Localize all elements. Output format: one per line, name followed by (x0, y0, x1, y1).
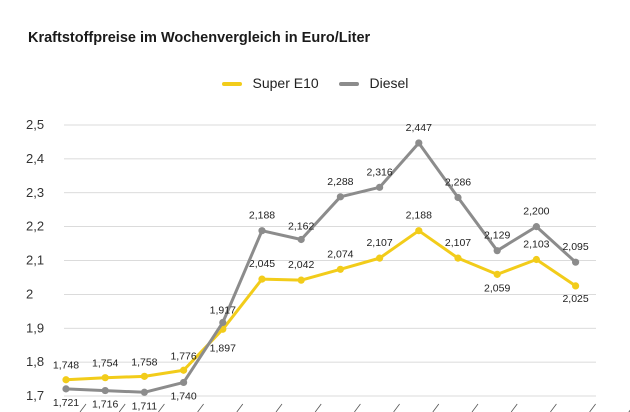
data-label-super-e10: 2,188 (406, 210, 432, 222)
data-point-diesel (532, 223, 541, 231)
data-point-super-e10 (336, 265, 344, 273)
legend-swatch-diesel (338, 82, 359, 87)
data-label-diesel: 2,188 (249, 210, 275, 222)
data-point-diesel (297, 235, 305, 244)
data-point-super-e10 (258, 275, 266, 283)
data-label-super-e10: 1,754 (92, 358, 118, 370)
x-tick-mark (79, 403, 87, 412)
x-tick-mark (314, 403, 322, 412)
y-tick-label: 2,5 (26, 117, 44, 132)
data-label-diesel: 1,716 (92, 399, 118, 411)
x-tick-mark (158, 403, 165, 412)
data-label-super-e10: 2,107 (445, 237, 471, 249)
data-label-diesel: 1,721 (53, 397, 79, 409)
data-label-super-e10: 2,042 (288, 259, 314, 271)
data-label-diesel: 2,288 (327, 176, 353, 188)
legend-label-super-e10: Super E10 (252, 75, 319, 91)
data-point-super-e10 (493, 270, 501, 278)
data-point-diesel (454, 193, 462, 202)
x-tick-mark (354, 403, 361, 412)
x-tick-mark (471, 403, 479, 412)
x-tick-mark (118, 403, 126, 412)
data-label-diesel: 2,316 (366, 166, 392, 178)
data-point-super-e10 (62, 376, 70, 384)
legend-item-super-e10: Super E10 (221, 75, 319, 91)
data-label-super-e10: 2,074 (327, 248, 353, 260)
data-label-super-e10: 2,025 (562, 293, 588, 305)
data-label-super-e10: 1,776 (170, 350, 196, 362)
data-point-super-e10 (532, 255, 541, 264)
data-point-super-e10 (454, 254, 462, 262)
legend-label-diesel: Diesel (369, 75, 409, 91)
y-tick-label: 1,7 (26, 388, 44, 403)
x-tick-mark (550, 403, 557, 412)
data-point-super-e10 (180, 366, 188, 374)
data-point-super-e10 (376, 254, 384, 262)
data-point-diesel (493, 247, 501, 255)
y-tick-label: 1,9 (26, 320, 44, 335)
chart-title: Kraftstoffpreise im Wochenvergleich in E… (28, 30, 371, 46)
x-tick-mark (432, 403, 440, 412)
data-label-diesel: 2,200 (523, 206, 549, 218)
data-label-super-e10: 1,897 (210, 342, 236, 354)
data-point-diesel (415, 139, 423, 147)
series-line-diesel (65, 141, 577, 394)
legend: Super E10 Diesel (0, 75, 630, 91)
data-point-diesel (376, 183, 384, 191)
y-tick-label: 2,2 (26, 219, 44, 234)
x-tick-mark (589, 403, 596, 412)
data-point-super-e10 (572, 282, 580, 290)
x-tick-mark (197, 403, 204, 412)
y-tick-label: 1,8 (26, 354, 44, 369)
data-point-diesel (572, 258, 580, 266)
x-tick-mark (236, 403, 244, 412)
data-label-super-e10: 2,045 (249, 258, 275, 270)
data-point-diesel (258, 227, 266, 235)
x-tick-mark (393, 403, 400, 412)
data-point-diesel (62, 385, 70, 393)
data-label-diesel: 1,740 (170, 390, 196, 402)
data-point-diesel (140, 388, 148, 396)
data-label-diesel: 2,095 (562, 241, 588, 253)
data-point-diesel (101, 386, 109, 395)
data-point-super-e10 (297, 276, 305, 284)
data-label-super-e10: 1,748 (53, 360, 79, 372)
legend-swatch-super-e10 (221, 82, 242, 87)
data-label-diesel: 1,917 (210, 304, 236, 316)
data-label-super-e10: 2,059 (484, 282, 510, 294)
x-tick-mark (275, 403, 283, 412)
data-point-super-e10 (101, 374, 109, 382)
y-tick-label: 2 (26, 286, 33, 301)
data-label-diesel: 2,162 (288, 220, 314, 232)
data-label-diesel: 2,286 (445, 176, 471, 188)
data-label-diesel: 2,129 (484, 230, 510, 242)
data-point-diesel (336, 193, 344, 201)
data-label-diesel: 2,447 (406, 122, 432, 134)
data-label-super-e10: 2,107 (366, 237, 392, 249)
data-point-super-e10 (140, 372, 148, 380)
data-label-diesel: 1,711 (132, 400, 158, 412)
y-tick-label: 2,3 (26, 185, 44, 200)
data-label-super-e10: 2,103 (523, 238, 549, 250)
y-tick-label: 2,1 (26, 253, 44, 268)
data-point-diesel (180, 378, 188, 387)
series-line-super-e10 (65, 229, 577, 382)
legend-item-diesel: Diesel (338, 75, 409, 91)
y-tick-label: 2,4 (26, 151, 44, 166)
data-label-super-e10: 1,758 (131, 356, 157, 368)
data-point-super-e10 (415, 227, 423, 235)
data-point-diesel (219, 318, 227, 327)
x-tick-mark (510, 403, 518, 412)
